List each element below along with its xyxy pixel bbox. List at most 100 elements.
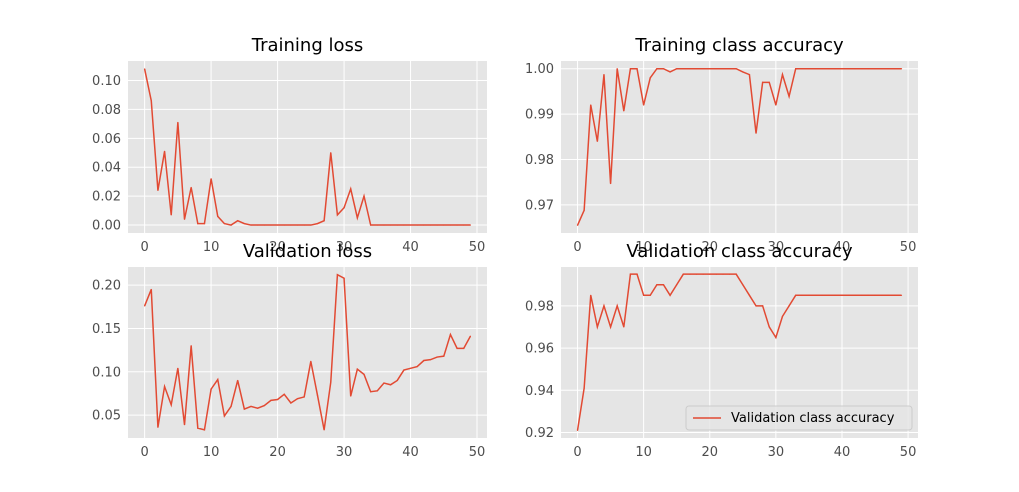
data-point [443,355,445,357]
tick-labels: 0 10 20 30 40 50 0.00 0.02 0.04 0.06 0.08 0.10 [92,74,485,255]
data-point [383,224,385,226]
data-point [463,347,465,349]
y-tick-label: 0.05 [92,409,121,424]
data-point [762,81,764,83]
data-point [283,224,285,226]
y-tick-label: 0.10 [92,74,121,89]
x-tick-label: 30 [768,240,785,255]
data-point [702,68,704,70]
data-point [662,68,665,70]
data-point [150,288,152,291]
data-point [403,224,405,226]
data-point [748,74,751,76]
data-point [303,396,305,398]
data-point [370,224,372,226]
data-point [662,284,665,286]
data-point [323,429,325,431]
data-point [144,68,146,70]
data-point [795,294,797,296]
data-point [396,379,398,382]
data-point [623,110,625,112]
subplot-validation-class-accuracy: 0 10 20 30 40 50 0.92 0.94 0.96 0.98 Validation c… [525,241,918,460]
data-point [828,294,830,296]
y-tick-label: 0.92 [525,426,554,441]
data-point [616,68,618,70]
data-point [576,429,579,431]
data-point [296,398,299,400]
data-point [728,273,731,275]
data-point [210,178,212,180]
data-point [217,215,219,217]
x-tick-label: 30 [336,445,353,460]
data-point [861,294,863,296]
data-point [409,367,412,369]
data-point [788,95,790,97]
data-point [403,369,405,371]
data-points [144,274,471,431]
series-line [576,67,902,226]
y-tick-label: 0.99 [525,108,554,123]
data-point [576,224,579,226]
x-tick-label: 10 [635,445,652,460]
data-point [170,214,172,216]
tick-labels: 0 10 20 30 40 50 0.05 0.10 0.15 0.20 [92,279,485,460]
data-point [336,214,339,216]
data-point [376,224,378,226]
y-tick-label: 0.97 [525,198,554,213]
series-line [576,273,902,431]
x-tick-label: 30 [768,445,785,460]
data-point [682,68,684,70]
data-point [847,294,850,296]
data-point [237,220,239,222]
legend: Validation class accuracy [685,405,913,431]
data-point [609,182,612,185]
data-point [636,273,638,275]
data-point [376,390,378,392]
data-point [310,360,312,362]
data-points [144,68,471,226]
tick-labels: 0 10 20 30 40 50 0.92 0.94 0.96 0.98 [525,299,916,460]
data-point [303,224,305,226]
data-point [775,336,777,339]
data-point [283,393,285,395]
data-point [643,104,645,106]
x-tick-label: 50 [900,445,917,460]
x-tick-label: 20 [269,240,286,255]
data-point [423,224,425,226]
data-point [596,140,598,142]
data-point [363,195,365,197]
data-point [887,68,889,70]
data-point [742,71,744,73]
data-point [250,224,252,226]
x-tick-label: 40 [834,240,851,255]
data-point [715,273,717,275]
data-point [894,68,896,70]
grid [561,61,918,233]
data-point [900,294,903,296]
data-point [841,68,843,70]
data-point [887,294,889,296]
data-point [310,224,312,226]
data-point [748,294,751,296]
data-point [649,294,651,296]
data-point [676,68,678,70]
data-point [742,284,744,286]
data-point [643,294,645,296]
x-tick-label: 20 [269,445,286,460]
data-point [900,68,903,70]
data-point [828,68,830,70]
data-point [847,68,850,70]
data-point [709,273,711,275]
x-tick-label: 50 [469,240,486,255]
data-point [861,68,863,70]
data-point [649,77,651,79]
data-point [443,224,445,226]
data-point [383,382,385,384]
data-point [695,273,698,275]
data-point [170,404,172,406]
data-point [456,224,458,226]
subplot-training-class-accuracy: 0 10 20 30 40 50 0.97 0.98 0.99 1.00 Training cla… [525,35,918,255]
data-point [243,223,245,225]
data-point [290,402,292,404]
data-point [854,294,856,296]
